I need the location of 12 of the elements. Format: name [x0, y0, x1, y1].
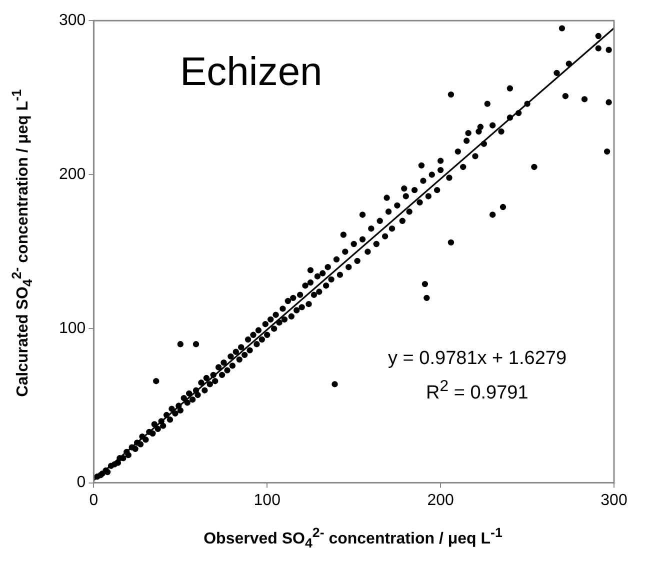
x-axis-title: Observed SO$_{4}$$^{2-}$ concentration / μeq L$^{-1}$: [202, 525, 504, 551]
annotation: Echizen: [180, 50, 322, 95]
annotation: y = 0.9781x + 1.6279: [388, 348, 567, 370]
y-tick-label: 300: [58, 12, 86, 30]
annotation: R$^{2}$ = 0.9791: [426, 378, 528, 404]
y-tick-label: 200: [58, 166, 86, 184]
x-tick-label: 0: [89, 492, 98, 509]
x-tick-label: 300: [600, 492, 628, 509]
y-tick-label: 0: [76, 474, 86, 492]
x-tick-label: 100: [254, 492, 281, 509]
x-tick-label: 200: [427, 492, 454, 509]
y-tick-label: 100: [58, 320, 86, 338]
